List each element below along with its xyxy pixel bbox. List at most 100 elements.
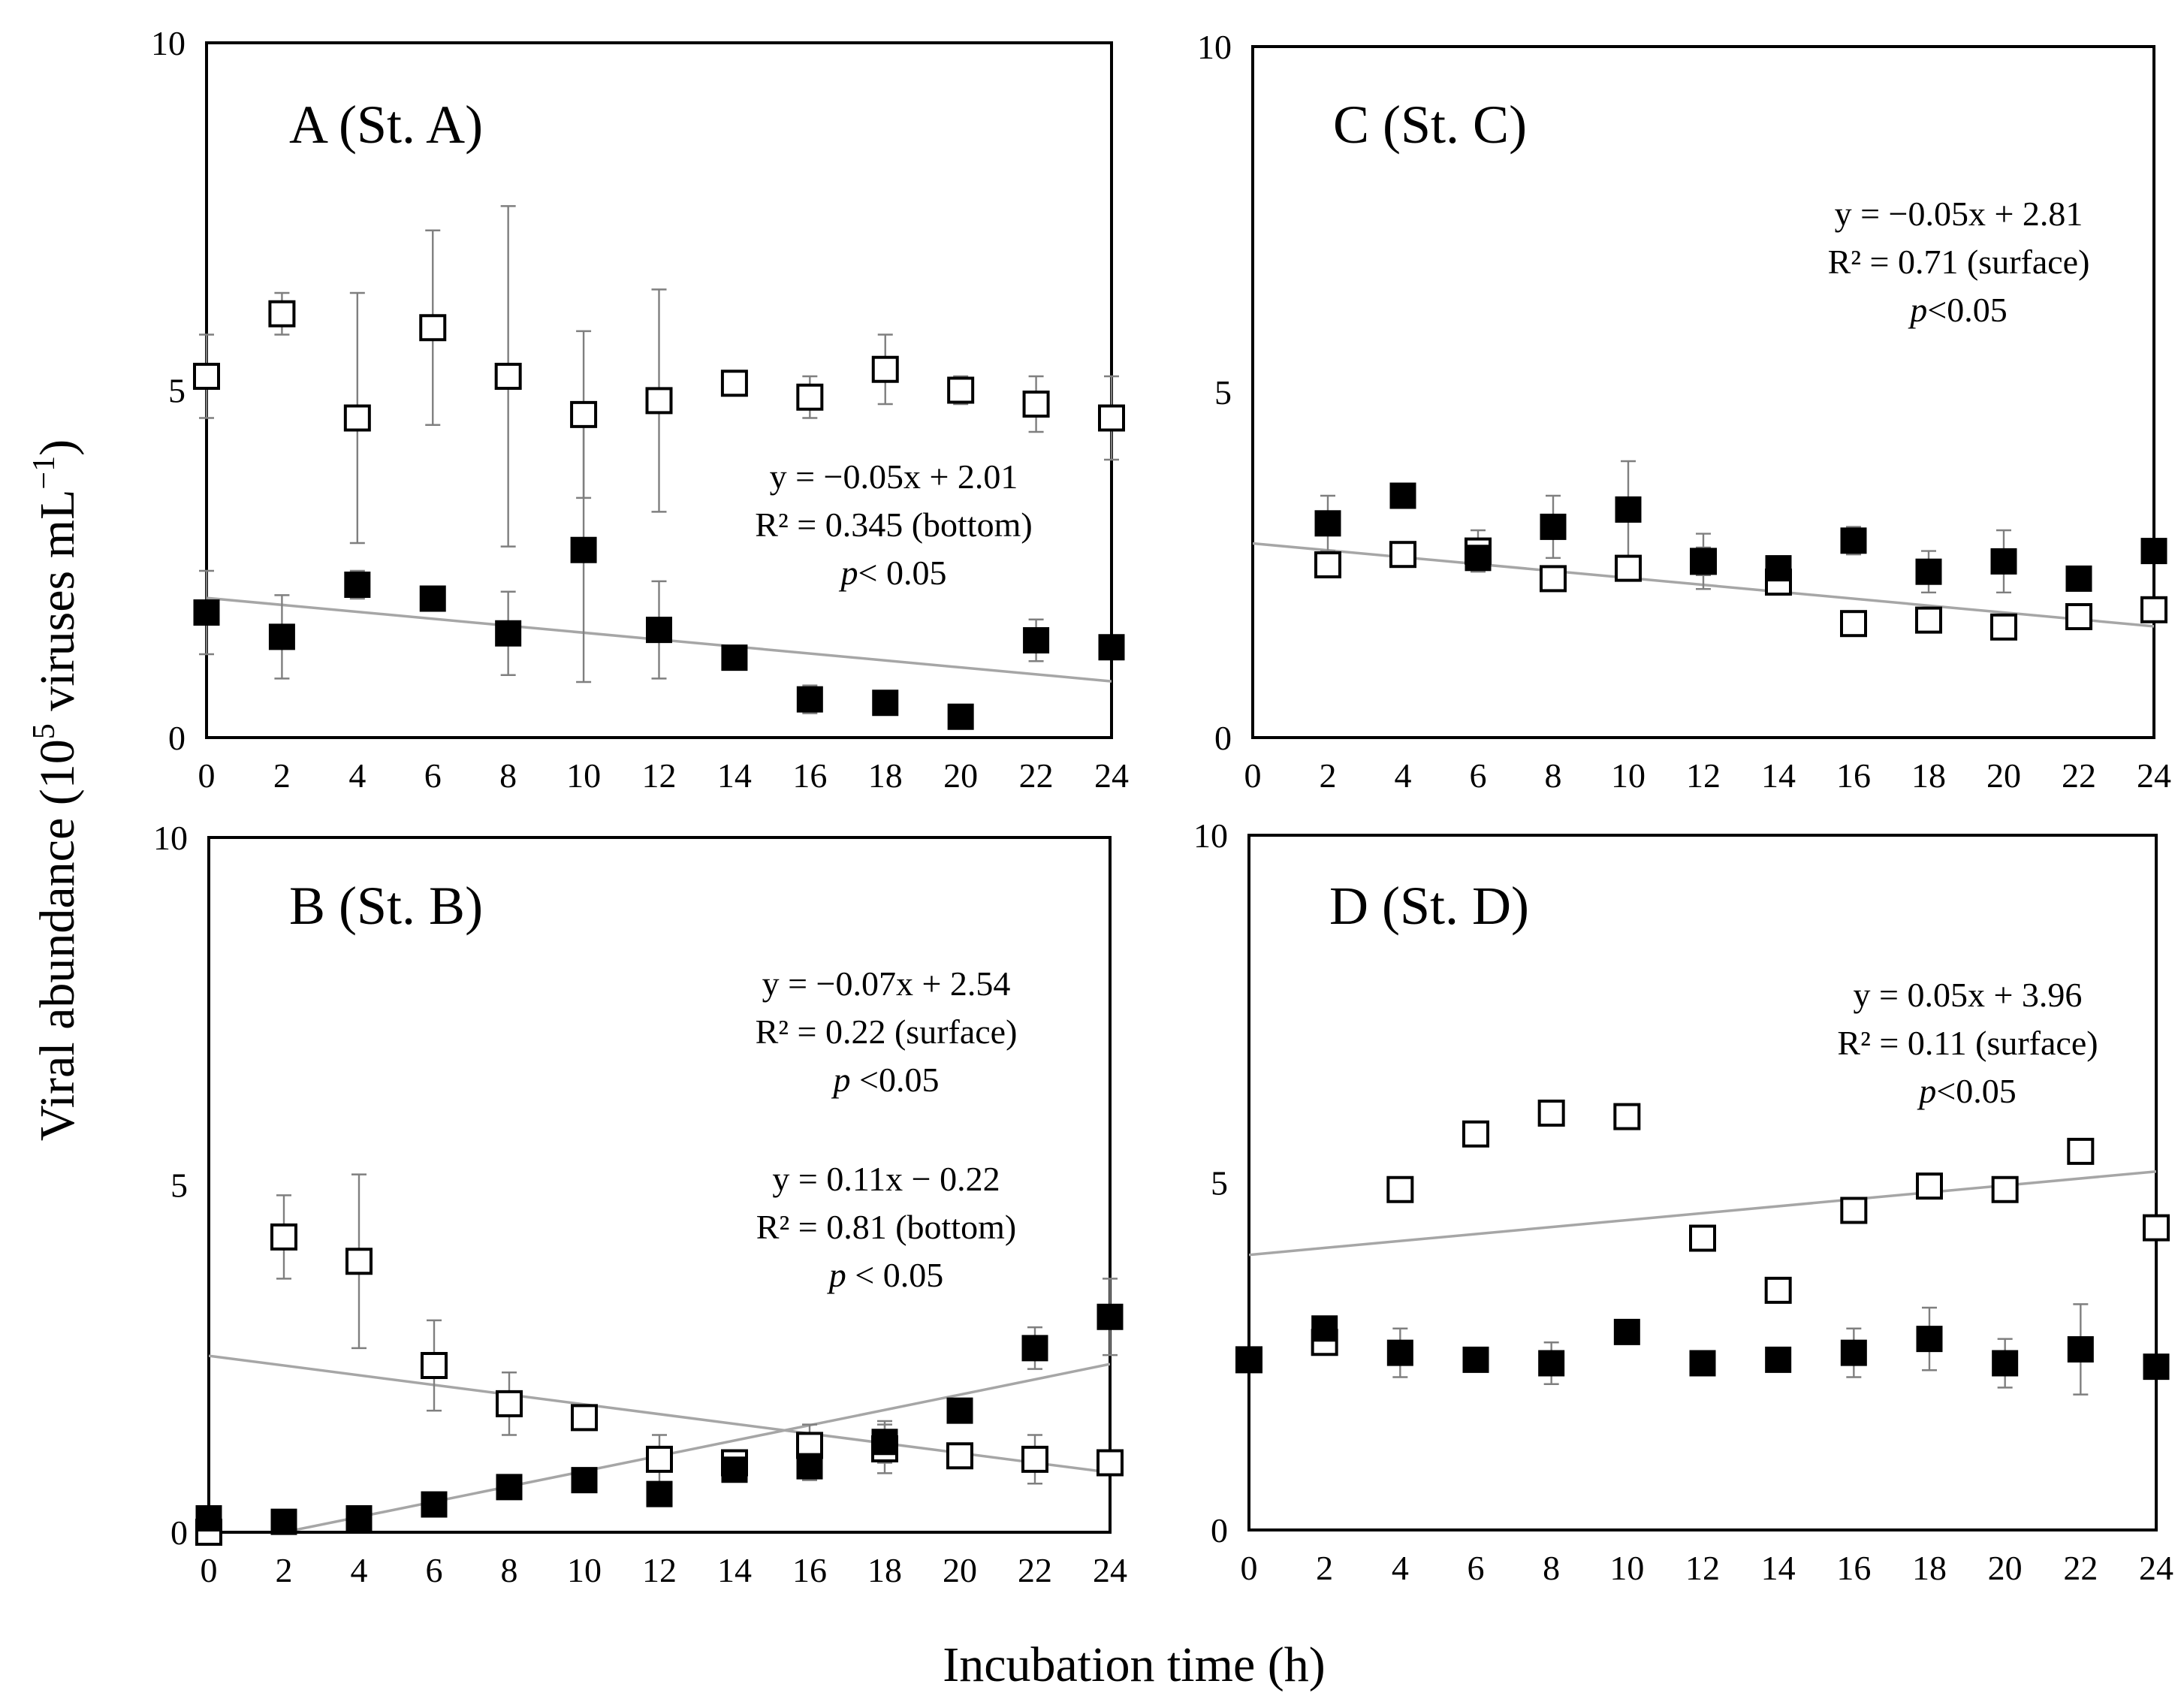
y-tick-label: 0: [1214, 719, 1232, 757]
bottom-marker: [2065, 565, 2092, 592]
panel-title: C (St. C): [1333, 95, 1527, 155]
surface-marker: [1689, 1224, 1716, 1252]
surface-marker: [343, 404, 371, 432]
x-tick-label: 18: [1911, 756, 1946, 795]
bottom-marker: [1990, 548, 2017, 575]
y-tick-label: 10: [1193, 816, 1228, 855]
x-tick-label: 6: [1468, 1549, 1485, 1587]
bottom-marker: [872, 690, 899, 717]
y-axis-title-sup2: −1: [27, 456, 62, 490]
x-tick-label: 22: [1018, 1551, 1052, 1589]
bottom-marker: [1386, 1339, 1413, 1366]
annotation-text: < 0.05: [858, 554, 947, 592]
x-tick-label: 18: [867, 1551, 902, 1589]
bottom-marker: [195, 1505, 222, 1531]
p-symbol: p: [1908, 291, 1927, 329]
x-tick-label: 0: [1241, 1549, 1258, 1587]
regression-annotation-line: R² = 0.71 (surface): [1828, 243, 2090, 281]
x-tick-label: 24: [1094, 756, 1129, 795]
bottom-marker: [1023, 627, 1050, 653]
regression-annotation-line: R² = 0.22 (surface): [756, 1012, 1018, 1051]
bottom-marker: [570, 536, 597, 563]
bottom-marker: [345, 1505, 373, 1531]
surface-marker: [1764, 1276, 1792, 1304]
y-axis-title-main: Viral abundance (10: [30, 739, 85, 1141]
surface-marker: [345, 1248, 373, 1275]
bottom-marker: [1992, 1350, 2019, 1377]
x-tick-label: 10: [566, 756, 601, 795]
y-tick-label: 10: [1197, 28, 1232, 66]
surface-marker: [1540, 565, 1567, 593]
surface-marker: [2065, 603, 2092, 630]
bottom-marker: [1689, 1350, 1716, 1377]
bottom-marker: [2143, 1353, 2170, 1381]
plot-frame: [207, 836, 1112, 1534]
x-tick-label: 18: [1912, 1549, 1947, 1587]
annotation-text: R² = 0.22 (surface): [756, 1012, 1018, 1051]
x-tick-label: 8: [1543, 1549, 1560, 1587]
y-tick-label: 10: [153, 819, 188, 857]
x-tick-label: 0: [1244, 756, 1262, 795]
surface-marker: [645, 387, 673, 415]
surface-marker: [571, 1404, 598, 1432]
surface-marker: [1314, 551, 1341, 578]
surface-marker: [2067, 1137, 2095, 1165]
surface-marker: [1537, 1100, 1565, 1127]
bottom-marker: [1235, 1346, 1262, 1373]
bottom-marker: [2067, 1336, 2094, 1362]
x-tick-label: 0: [198, 756, 216, 795]
bottom-marker: [1540, 513, 1567, 540]
regression-annotation-line: y = −0.07x + 2.54: [762, 964, 1011, 1003]
bottom-marker: [270, 1508, 297, 1535]
bottom-marker: [1314, 510, 1341, 537]
x-tick-label: 22: [2062, 756, 2096, 795]
bottom-marker: [2140, 538, 2167, 565]
plot-frame: [1247, 834, 2158, 1531]
x-tick-label: 12: [642, 756, 677, 795]
annotation-text: <0.05: [1927, 291, 2007, 329]
bottom-marker: [1462, 1346, 1489, 1373]
panel-title: B (St. B): [289, 876, 483, 936]
surface-marker: [1915, 606, 1942, 634]
bottom-marker: [1916, 1326, 1943, 1353]
regression-annotation-line: y = 0.05x + 3.96: [1854, 976, 2083, 1014]
annotation-text: R² = 0.345 (bottom): [755, 505, 1032, 544]
y-axis-title-sup: 5: [27, 723, 62, 739]
x-axis-title: Incubation time (h): [943, 1637, 1326, 1692]
annotation-text: < 0.05: [846, 1256, 943, 1294]
surface-marker: [796, 383, 824, 411]
bottom-marker: [947, 703, 974, 730]
regression-annotation-line: R² = 0.345 (bottom): [755, 505, 1032, 544]
surface-marker: [1916, 1172, 1943, 1200]
y-axis-title: Viral abundance (105 viruses mL−1): [27, 439, 85, 1141]
p-symbol: p: [827, 1256, 846, 1294]
plot-frame: [1251, 45, 2155, 739]
surface-marker: [1840, 1197, 1868, 1224]
regression-annotation-line: y = 0.11x − 0.22: [772, 1160, 1000, 1198]
regression-annotation-line: p < 0.05: [827, 1256, 943, 1294]
x-tick-label: 4: [351, 1551, 368, 1589]
surface-marker: [193, 363, 220, 390]
annotation-text: R² = 0.71 (surface): [1828, 243, 2090, 281]
surface-marker: [268, 300, 296, 327]
x-tick-label: 14: [1761, 756, 1796, 795]
x-tick-label: 10: [1609, 1549, 1644, 1587]
regression-annotation-line: y = −0.05x + 2.81: [1835, 195, 2083, 233]
surface-marker: [1389, 541, 1416, 569]
surface-marker: [1462, 1120, 1489, 1148]
annotation-text: <0.05: [851, 1061, 940, 1099]
annotation-text: y = −0.05x + 2.81: [1835, 195, 2083, 233]
bottom-marker: [646, 617, 672, 644]
x-tick-label: 14: [717, 1551, 752, 1589]
surface-marker: [1840, 610, 1867, 638]
surface-marker: [570, 400, 598, 428]
x-tick-label: 22: [1019, 756, 1054, 795]
x-tick-label: 0: [201, 1551, 218, 1589]
regression-annotation-line: p<0.05: [1908, 291, 2007, 329]
bottom-marker: [1765, 1346, 1792, 1373]
surface-marker: [946, 1442, 973, 1470]
surface-marker: [2143, 1214, 2170, 1242]
y-tick-label: 5: [170, 1166, 188, 1205]
